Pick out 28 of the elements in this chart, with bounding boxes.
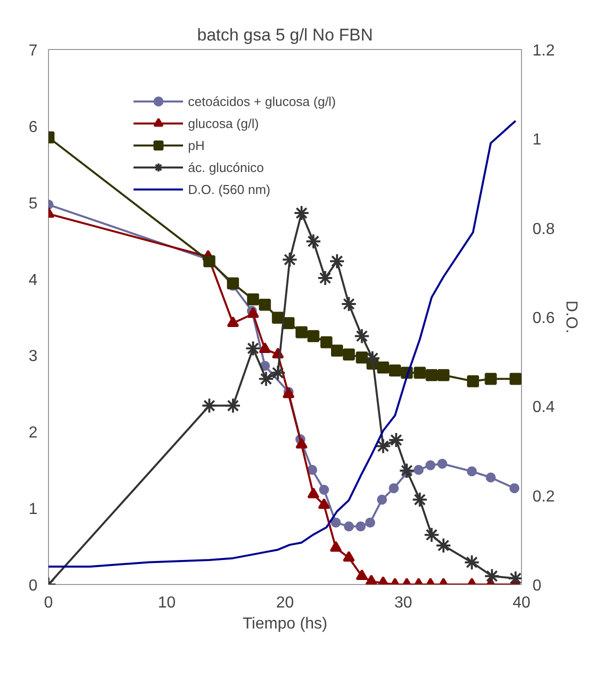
x-tick-label: 20	[276, 594, 294, 612]
y-tick-label: 4	[28, 272, 38, 289]
legend-label: glucosa (g/l)	[188, 116, 259, 130]
x-tick-label: 40	[512, 594, 530, 612]
y-tick-label: 1	[28, 501, 38, 518]
y2-axis-title: D.O.	[562, 300, 580, 334]
y-tick-label: 0	[28, 578, 38, 594]
y-tick-label: 3	[28, 348, 38, 366]
legend-label: pH	[188, 138, 206, 152]
y2-tick-label: 1.2	[532, 42, 555, 60]
y2-tick-label: 0	[532, 578, 542, 594]
y-tick-label: 2	[28, 424, 38, 442]
y-tick-label: 6	[28, 118, 38, 136]
y2-tick-label: 0.6	[532, 310, 555, 327]
x-axis-title: Tiempo (hs)	[242, 616, 328, 632]
x-tick-label: 30	[394, 594, 412, 612]
y-tick-label: 7	[28, 42, 38, 60]
chart-title: batch gsa 5 g/l No FBN	[197, 26, 373, 44]
y2-tick-label: 1	[532, 132, 542, 149]
y2-tick-label: 0.8	[532, 220, 555, 238]
x-tick-label: 0	[44, 594, 54, 612]
y2-tick-label: 0.4	[532, 399, 555, 416]
y-tick-label: 5	[28, 195, 38, 212]
y2-tick-label: 0.2	[532, 488, 555, 506]
x-tick-label: 10	[158, 594, 176, 612]
legend-label: cetoácidos + glucosa (g/l)	[188, 94, 336, 108]
legend-label: D.O. (560 nm)	[188, 182, 270, 196]
legend-label: ác. glucónico	[188, 160, 264, 174]
